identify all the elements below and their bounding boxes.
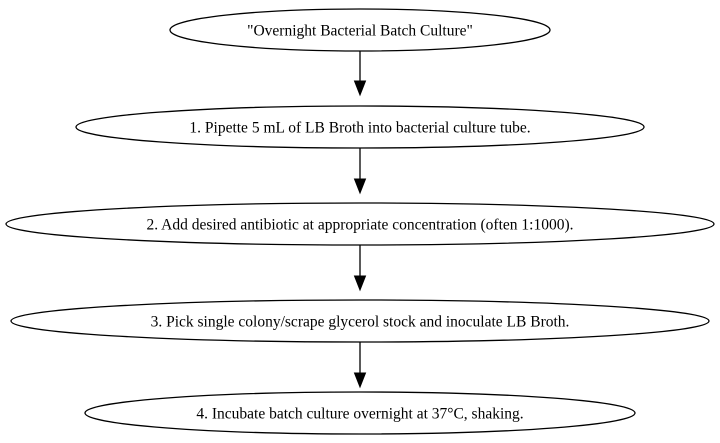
node-step4: 4. Incubate batch culture overnight at 3… (84, 391, 636, 435)
node-step1: 1. Pipette 5 mL of LB Broth into bacteri… (75, 105, 645, 149)
node-step2-label: 2. Add desired antibiotic at appropriate… (147, 217, 574, 234)
node-step3-label: 3. Pick single colony/scrape glycerol st… (151, 314, 570, 331)
node-step1-label: 1. Pipette 5 mL of LB Broth into bacteri… (189, 120, 530, 137)
edge-step2-to-step3 (353, 245, 367, 292)
node-title-ellipse (169, 8, 551, 52)
node-step4-ellipse (84, 391, 636, 435)
node-title-label: "Overnight Bacterial Batch Culture" (247, 23, 473, 40)
node-title: "Overnight Bacterial Batch Culture" (169, 8, 551, 52)
node-step2: 2. Add desired antibiotic at appropriate… (5, 202, 715, 246)
edge-step3-to-step4 (353, 342, 367, 389)
edge-title-to-step1 (353, 50, 367, 97)
node-step1-ellipse (75, 105, 645, 149)
edge-step1-to-step2 (353, 147, 367, 195)
node-step3-ellipse (10, 299, 710, 343)
node-step2-ellipse (5, 202, 715, 246)
node-step4-label: 4. Incubate batch culture overnight at 3… (196, 406, 523, 423)
node-step3: 3. Pick single colony/scrape glycerol st… (10, 299, 710, 343)
